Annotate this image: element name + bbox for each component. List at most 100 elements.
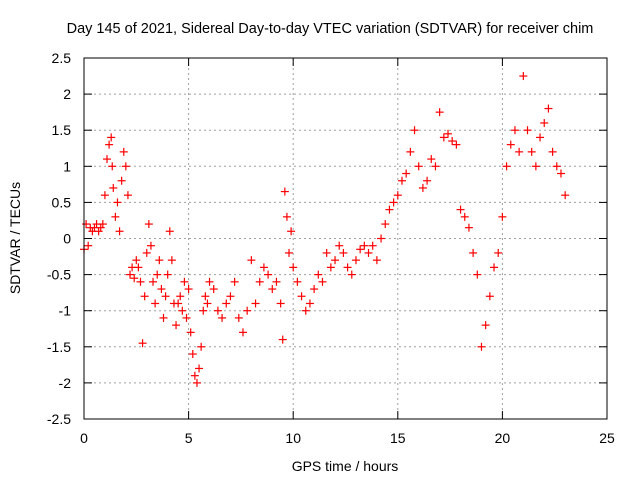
data-point: [140, 292, 149, 301]
x-tick-label: 5: [185, 430, 193, 446]
data-point: [192, 378, 201, 387]
data-point: [452, 140, 461, 149]
data-point: [115, 227, 124, 236]
data-point: [222, 299, 231, 308]
x-tick-label: 0: [80, 430, 88, 446]
grid-lines: [84, 58, 607, 419]
data-point: [163, 270, 172, 279]
y-tick-label: 2.5: [52, 50, 72, 66]
data-point: [414, 162, 423, 171]
data-point: [439, 133, 448, 142]
data-point: [448, 137, 457, 146]
data-point: [126, 270, 135, 279]
data-point: [389, 198, 398, 207]
data-point: [146, 241, 155, 250]
data-point: [410, 126, 419, 135]
data-point: [540, 118, 549, 127]
data-point: [107, 133, 116, 142]
x-tick-label: 20: [495, 430, 511, 446]
data-point: [218, 313, 227, 322]
data-point: [165, 227, 174, 236]
data-point: [230, 277, 239, 286]
data-point: [335, 241, 344, 250]
data-point: [123, 191, 132, 200]
x-tick-label: 10: [285, 430, 301, 446]
data-point: [113, 198, 122, 207]
data-point: [149, 277, 158, 286]
data-point: [276, 299, 285, 308]
data-point: [287, 227, 296, 236]
y-tick-label: -2.5: [47, 411, 71, 427]
data-point: [531, 162, 540, 171]
data-point: [285, 248, 294, 257]
x-tick-label: 15: [390, 430, 406, 446]
data-point: [226, 292, 235, 301]
data-point: [182, 313, 191, 322]
data-point: [297, 292, 306, 301]
data-point: [108, 162, 117, 171]
data-point: [280, 187, 289, 196]
data-point: [552, 162, 561, 171]
y-tick-label: -1.5: [47, 339, 71, 355]
data-point: [178, 306, 187, 315]
data-point: [144, 220, 153, 229]
data-point: [153, 270, 162, 279]
data-point: [180, 277, 189, 286]
data-point: [121, 162, 130, 171]
y-tick-label: 2: [63, 86, 71, 102]
data-point: [314, 270, 323, 279]
data-point: [195, 364, 204, 373]
y-tick-label: -2: [59, 375, 72, 391]
data-point: [498, 212, 507, 221]
data-point: [138, 339, 147, 348]
data-point: [188, 350, 197, 359]
data-point: [351, 256, 360, 265]
data-point: [264, 270, 273, 279]
data-point: [203, 299, 212, 308]
data-point: [561, 191, 570, 200]
data-point: [197, 342, 206, 351]
data-point: [184, 285, 193, 294]
data-point: [199, 306, 208, 315]
data-point: [293, 277, 302, 286]
data-point: [393, 191, 402, 200]
x-axis-label: GPS time / hours: [292, 458, 399, 474]
y-tick-label: 0: [63, 231, 71, 247]
data-point: [247, 256, 256, 265]
data-point: [117, 176, 126, 185]
data-point: [213, 306, 222, 315]
data-points: [80, 72, 570, 387]
data-point: [506, 140, 515, 149]
data-point: [161, 292, 170, 301]
y-tick-label: 1.5: [52, 122, 72, 138]
data-point: [243, 306, 252, 315]
data-point: [402, 169, 411, 178]
data-point: [556, 169, 565, 178]
data-point: [406, 147, 415, 156]
data-point: [205, 277, 214, 286]
data-point: [111, 212, 120, 221]
data-point: [485, 292, 494, 301]
data-point: [157, 285, 166, 294]
data-point: [130, 274, 139, 283]
data-point: [343, 263, 352, 272]
data-point: [318, 277, 327, 286]
data-point: [201, 292, 210, 301]
data-point: [456, 205, 465, 214]
data-point: [82, 220, 91, 229]
data-point: [159, 313, 168, 322]
data-point: [368, 241, 377, 250]
data-point: [251, 299, 260, 308]
data-point: [397, 176, 406, 185]
axis-ticks: 0 5 10 15 20 25 -2.5 -2 -1.5 -1 -0.5 0 0.5 1 1.5 2 2.5: [47, 50, 615, 446]
data-point: [167, 256, 176, 265]
data-point: [155, 256, 164, 265]
data-point: [347, 270, 356, 279]
data-point: [477, 342, 486, 351]
data-point: [431, 162, 440, 171]
data-point: [259, 263, 268, 272]
data-point: [105, 140, 114, 149]
data-point: [427, 155, 436, 164]
